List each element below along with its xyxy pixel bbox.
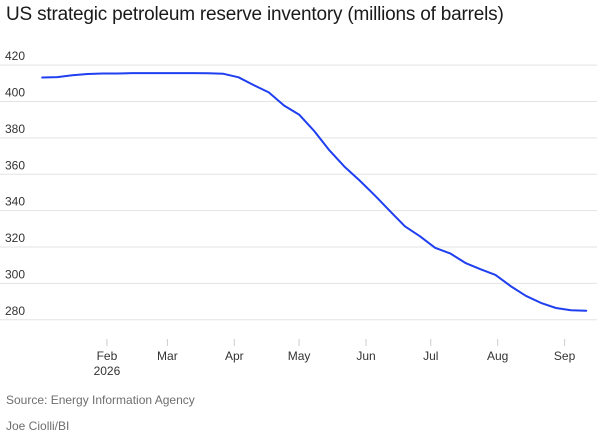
y-tick-label-400: 400: [5, 85, 25, 99]
x-tick-label-mar: Mar: [157, 349, 178, 363]
y-tick-label-280: 280: [5, 304, 25, 318]
x-tick-label-jul: Jul: [423, 349, 438, 363]
series-line-0: [41, 72, 588, 312]
credit-note: Joe Ciolli/BI: [6, 419, 70, 433]
gridlines: [0, 64, 597, 321]
x-tick-label-may: May: [288, 349, 311, 363]
chart-title: US strategic petroleum reserve inventory…: [6, 4, 504, 25]
x-tick-label-jun: Jun: [356, 349, 375, 363]
x-tick-label-apr: Apr: [225, 349, 244, 363]
x-tick-sublabel-feb: 2026: [94, 364, 121, 378]
y-tick-label-380: 380: [5, 122, 25, 136]
y-tick-label-320: 320: [5, 231, 25, 245]
y-tick-label-360: 360: [5, 158, 25, 172]
series-lines: [41, 72, 588, 312]
y-tick-label-420: 420: [5, 49, 25, 63]
source-note: Source: Energy Information Agency: [6, 393, 195, 407]
y-axis: 280 300 320 340 360 380 400 420: [5, 49, 25, 318]
y-tick-label-340: 340: [5, 195, 25, 209]
y-tick-label-300: 300: [5, 267, 25, 281]
x-tick-label-feb: Feb: [97, 349, 118, 363]
x-tick-label-sep: Sep: [554, 349, 576, 363]
x-tick-label-aug: Aug: [487, 349, 508, 363]
